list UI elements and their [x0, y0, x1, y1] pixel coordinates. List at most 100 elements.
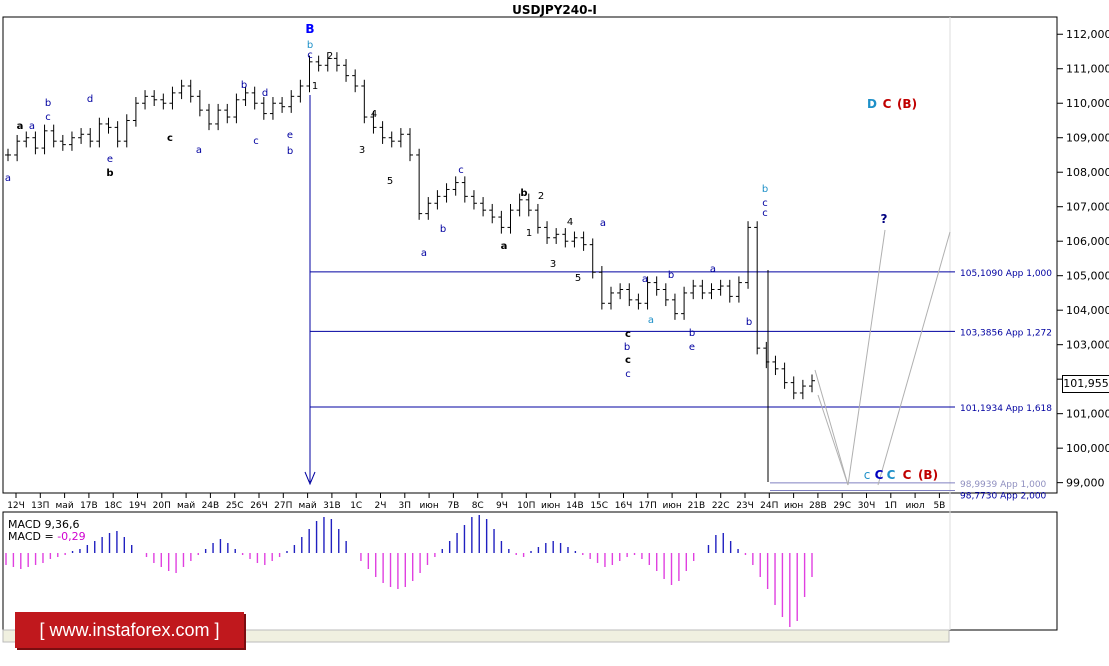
main-plot-frame: [2, 16, 1058, 494]
x-tick-label: 15С: [590, 501, 608, 511]
x-tick-label: 2Ч: [375, 501, 387, 511]
wave-label: b: [287, 146, 293, 157]
x-tick-label: 25С: [226, 501, 244, 511]
target-C-blue-label: C: [875, 468, 884, 482]
wave-label: c: [625, 369, 631, 380]
wave-label: a: [421, 248, 427, 259]
x-tick-label: 17П: [639, 501, 657, 511]
y-tick-label: 99,000: [1066, 477, 1105, 490]
wave-label: B: [305, 22, 314, 36]
x-tick-label: 3П: [399, 501, 412, 511]
y-tick-label: 107,000: [1066, 201, 1109, 214]
x-tick-label: 26Ч: [250, 501, 268, 511]
wave-label: 4: [371, 109, 377, 120]
x-tick-label: 20П: [153, 501, 171, 511]
fibo-level-label: 98,9939 App 1,000: [960, 480, 1047, 490]
wave-label: d: [262, 88, 268, 99]
wave-label: a: [196, 145, 202, 156]
wave-label: c: [625, 355, 631, 366]
x-tick-label: 22С: [712, 501, 730, 511]
x-tick-label: 7В: [447, 501, 459, 511]
fibo-level-label: 101,1934 App 1,618: [960, 404, 1052, 414]
x-tick-label: 12Ч: [7, 501, 25, 511]
x-tick-label: 31В: [323, 501, 341, 511]
wave-label: a: [501, 241, 508, 252]
wave-label: b: [106, 168, 113, 179]
wave-label: 4: [567, 217, 573, 228]
x-tick-label: май: [56, 501, 74, 511]
projection-arrow: [304, 471, 316, 486]
projection-line: [877, 231, 951, 486]
x-tick-label: июн: [662, 501, 681, 511]
x-tick-label: 24П: [760, 501, 778, 511]
x-tick-label: 23Ч: [736, 501, 754, 511]
y-tick-label: 105,000: [1066, 270, 1109, 283]
wave-label: e: [689, 342, 695, 353]
x-tick-label: июн: [419, 501, 438, 511]
x-tick-label: 13П: [31, 501, 49, 511]
wave-label: d: [87, 94, 93, 105]
macd-value-prefix: MACD =: [8, 530, 54, 543]
projection-lines: [814, 229, 951, 486]
projection-line: [847, 229, 886, 486]
x-tick-label: июл: [906, 501, 925, 511]
y-tick-label: 111,000: [1066, 63, 1109, 76]
wave-B-paren-label: (B): [897, 97, 917, 111]
macd-value-label: MACD = -0,29: [8, 530, 86, 543]
wave-label: e: [287, 130, 293, 141]
x-tick-label: май: [299, 501, 317, 511]
x-tick-label: 24В: [202, 501, 220, 511]
wave-label: c: [167, 133, 173, 144]
fibo-level-label: 105,1090 App 1,000: [960, 269, 1052, 279]
wave-label: b: [520, 188, 527, 199]
y-tick-label: 106,000: [1066, 235, 1109, 248]
wave-label: b: [45, 98, 51, 109]
wave-label: a: [5, 173, 11, 184]
x-tick-label: 17В: [80, 501, 98, 511]
x-tick-label: июн: [541, 501, 560, 511]
fibo-level-label: 103,3856 App 1,272: [960, 328, 1052, 338]
fibo-levels: 105,1090 App 1,000 103,3856 App 1,272 101,…: [304, 95, 1052, 501]
x-tick-label: 9Ч: [496, 501, 508, 511]
x-tick-label: 28В: [809, 501, 827, 511]
wave-label: b: [762, 184, 768, 195]
wave-label: 2: [538, 191, 544, 202]
projection-line: [817, 394, 849, 486]
wave-label: e: [107, 154, 113, 165]
wave-label: a: [29, 121, 35, 132]
x-tick-label: 18С: [104, 501, 122, 511]
wave-label: b: [689, 328, 695, 339]
wave-label: a: [648, 315, 654, 326]
x-tick-label: май: [177, 501, 195, 511]
wave-label: b: [668, 270, 674, 281]
wave-label: c: [253, 136, 259, 147]
wave-C-label: C: [883, 97, 892, 111]
wave-label: c: [762, 198, 768, 209]
y-tick-label: 108,000: [1066, 166, 1109, 179]
wave-label: c: [625, 329, 631, 340]
x-tick-label: 27П: [274, 501, 292, 511]
x-tick-label: 19Ч: [129, 501, 147, 511]
projection-line: [814, 369, 849, 486]
wave-label: b: [440, 224, 446, 235]
x-tick-label: 16Ч: [615, 501, 633, 511]
wave-label: a: [710, 264, 716, 275]
wave-label: 3: [359, 145, 365, 156]
wave-label: c: [307, 50, 313, 61]
target-c-label: c: [864, 468, 871, 482]
y-tick-label: 110,000: [1066, 97, 1109, 110]
chart-title: USDJPY240-I: [512, 3, 597, 17]
x-tick-label: 14В: [566, 501, 584, 511]
x-tick-label: 5В: [933, 501, 945, 511]
x-tick-label: 30Ч: [858, 501, 876, 511]
wave-label: b: [746, 317, 752, 328]
y-tick-label: 112,000: [1066, 28, 1109, 41]
wave-label: c: [762, 208, 768, 219]
watermark-logo: [ www.instaforex.com ]: [15, 612, 244, 648]
y-tick-label: 101,000: [1066, 408, 1109, 421]
y-tick-label: 103,000: [1066, 339, 1109, 352]
wave-label: 5: [387, 176, 393, 187]
y-tick-label: 104,000: [1066, 304, 1109, 317]
